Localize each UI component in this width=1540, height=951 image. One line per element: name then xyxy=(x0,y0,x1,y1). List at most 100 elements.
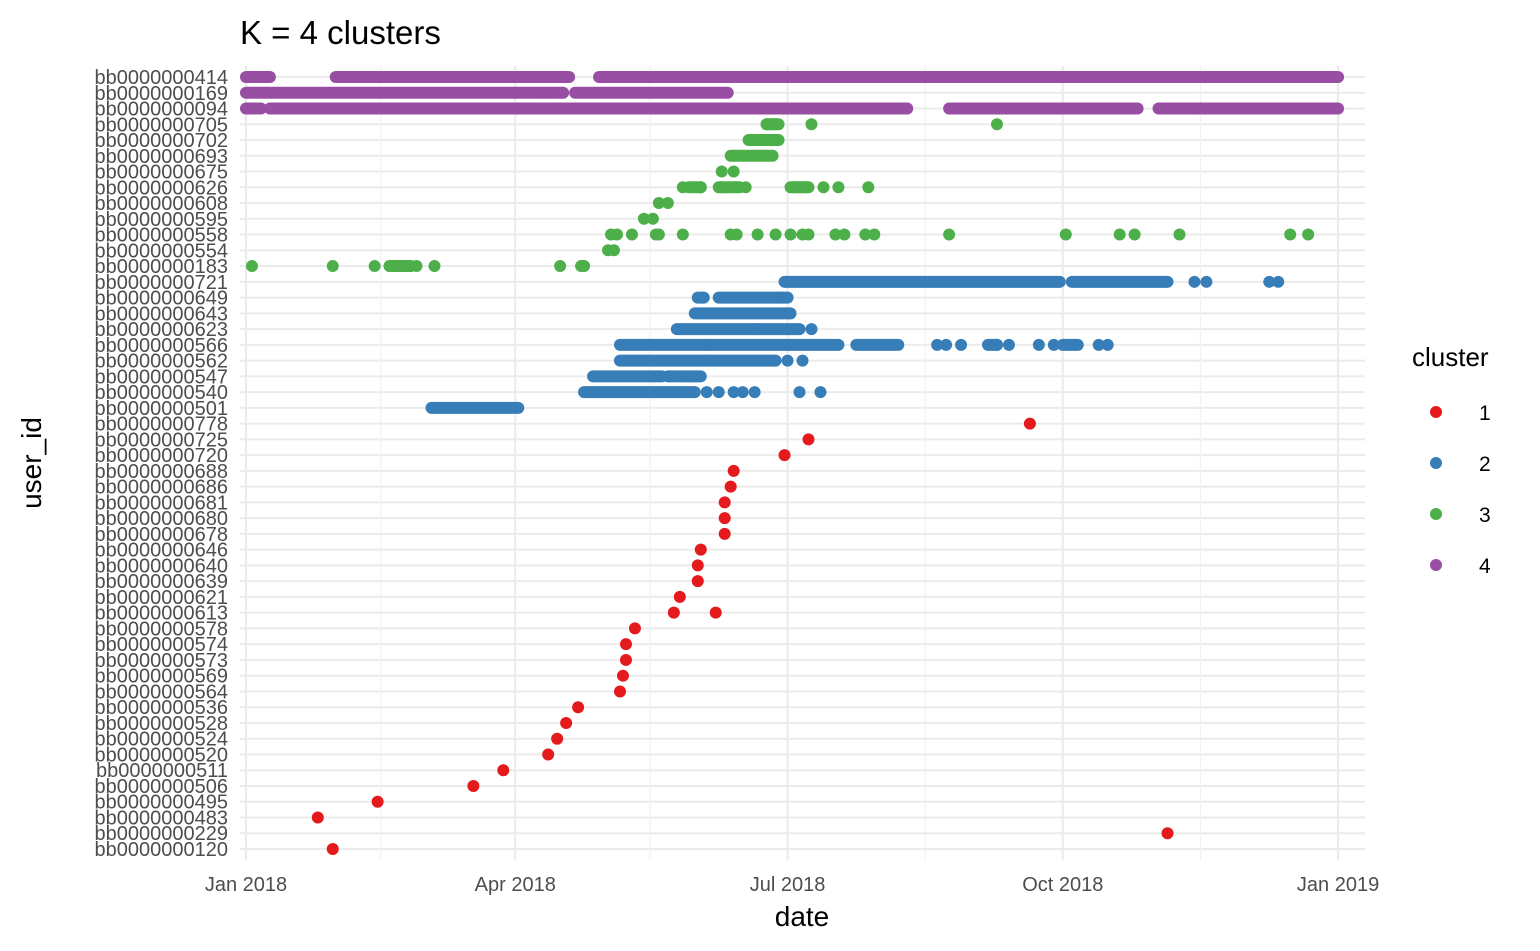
y-tick-label: bb0000000094 xyxy=(95,99,228,121)
point-cluster-2 xyxy=(1101,338,1114,351)
legend: cluster 1 2 3 4 xyxy=(1412,342,1491,578)
point-cluster-1 xyxy=(718,512,731,525)
point-cluster-1 xyxy=(628,622,641,635)
point-cluster-1 xyxy=(542,748,555,761)
y-tick-label: bb0000000524 xyxy=(95,729,228,751)
point-cluster-1 xyxy=(718,496,731,509)
y-tick-label: bb0000000693 xyxy=(95,146,228,168)
point-cluster-1 xyxy=(616,669,629,682)
point-cluster-3 xyxy=(608,244,621,257)
point-cluster-2 xyxy=(793,386,806,399)
point-cluster-3 xyxy=(990,118,1003,131)
point-cluster-1 xyxy=(613,685,626,698)
x-tick-label: Jul 2018 xyxy=(750,874,826,896)
y-tick-label: bb0000000506 xyxy=(95,776,228,798)
y-tick-label: bb0000000720 xyxy=(95,445,228,467)
point-cluster-3 xyxy=(787,181,800,194)
y-tick-label: bb0000000646 xyxy=(95,540,228,562)
point-cluster-2 xyxy=(990,338,1003,351)
y-tick-label: bb0000000501 xyxy=(95,398,228,420)
y-tick-label: bb0000000621 xyxy=(95,587,228,609)
point-cluster-3 xyxy=(862,181,875,194)
x-tick-label: Oct 2018 xyxy=(1022,874,1103,896)
point-cluster-2 xyxy=(1032,338,1045,351)
y-tick-label: bb0000000483 xyxy=(95,807,228,829)
point-cluster-1 xyxy=(371,795,384,808)
point-cluster-2 xyxy=(1272,275,1285,288)
point-cluster-1 xyxy=(551,732,564,745)
point-cluster-2 xyxy=(781,354,794,367)
point-cluster-3 xyxy=(730,228,743,241)
y-axis-title: user_id xyxy=(16,417,47,509)
point-cluster-3 xyxy=(694,181,707,194)
point-cluster-3 xyxy=(646,212,659,225)
point-cluster-1 xyxy=(619,653,632,666)
point-cluster-2 xyxy=(736,386,749,399)
point-cluster-1 xyxy=(778,449,791,462)
point-cluster-2 xyxy=(682,370,695,383)
point-cluster-3 xyxy=(751,228,764,241)
point-cluster-2 xyxy=(1047,338,1060,351)
y-tick-label: bb0000000681 xyxy=(95,492,228,514)
y-tick-label: bb0000000623 xyxy=(95,319,228,341)
point-cluster-2 xyxy=(1200,275,1213,288)
point-cluster-1 xyxy=(619,638,632,651)
x-tick-label: Jan 2019 xyxy=(1297,874,1379,896)
y-tick-label: bb0000000511 xyxy=(96,760,228,782)
y-tick-label: bb0000000705 xyxy=(95,114,228,136)
point-cluster-3 xyxy=(428,260,441,273)
point-cluster-3 xyxy=(410,260,423,273)
y-tick-label: bb0000000686 xyxy=(95,477,228,499)
y-tick-label: bb0000000229 xyxy=(95,823,228,845)
y-tick-label: bb0000000547 xyxy=(95,366,228,388)
point-cluster-3 xyxy=(769,228,782,241)
point-cluster-1 xyxy=(691,575,704,588)
legend-key-cluster-4 xyxy=(1430,559,1442,571)
point-cluster-1 xyxy=(694,543,707,556)
point-cluster-3 xyxy=(805,118,818,131)
y-tick-label: bb0000000574 xyxy=(95,634,228,656)
point-cluster-3 xyxy=(326,260,339,273)
point-cluster-3 xyxy=(661,197,674,210)
point-cluster-2 xyxy=(727,386,740,399)
point-cluster-3 xyxy=(739,181,752,194)
point-cluster-3 xyxy=(868,228,881,241)
point-cluster-2 xyxy=(1188,275,1201,288)
legend-label-cluster-4: 4 xyxy=(1479,555,1491,578)
point-cluster-3 xyxy=(838,228,851,241)
y-tick-label: bb0000000702 xyxy=(95,130,228,152)
point-cluster-3 xyxy=(760,118,773,131)
point-cluster-1 xyxy=(727,464,740,477)
point-cluster-2 xyxy=(931,338,944,351)
y-tick-label: bb0000000520 xyxy=(95,744,228,766)
y-tick-label: bb0000000613 xyxy=(95,603,228,625)
point-cluster-1 xyxy=(497,764,510,777)
y-tick-label: bb0000000595 xyxy=(95,209,228,231)
y-tick-label: bb0000000578 xyxy=(95,618,228,640)
y-tick-label: bb0000000540 xyxy=(95,382,228,404)
point-cluster-2 xyxy=(796,354,809,367)
y-tick-label: bb0000000573 xyxy=(95,650,228,672)
point-cluster-1 xyxy=(326,843,339,855)
point-cluster-1 xyxy=(572,701,585,714)
x-tick-label: Jan 2018 xyxy=(205,874,287,896)
point-cluster-3 xyxy=(943,228,956,241)
y-tick-label: bb0000000120 xyxy=(95,839,228,861)
legend-key-cluster-3 xyxy=(1430,508,1442,520)
point-cluster-1 xyxy=(691,559,704,572)
y-tick-label: bb0000000562 xyxy=(95,351,228,373)
point-cluster-3 xyxy=(715,181,728,194)
point-cluster-3 xyxy=(802,228,815,241)
y-tick-label: bb0000000554 xyxy=(95,240,228,262)
point-cluster-2 xyxy=(940,338,953,351)
y-tick-label: bb0000000536 xyxy=(95,697,228,719)
point-cluster-3 xyxy=(1128,228,1141,241)
point-cluster-1 xyxy=(673,590,686,603)
point-cluster-3 xyxy=(652,228,665,241)
point-cluster-3 xyxy=(730,181,743,194)
point-cluster-1 xyxy=(1161,827,1174,840)
legend-label-cluster-3: 3 xyxy=(1479,504,1491,527)
point-cluster-2 xyxy=(748,386,761,399)
legend-key-cluster-2 xyxy=(1430,457,1442,469)
point-cluster-3 xyxy=(715,165,728,178)
